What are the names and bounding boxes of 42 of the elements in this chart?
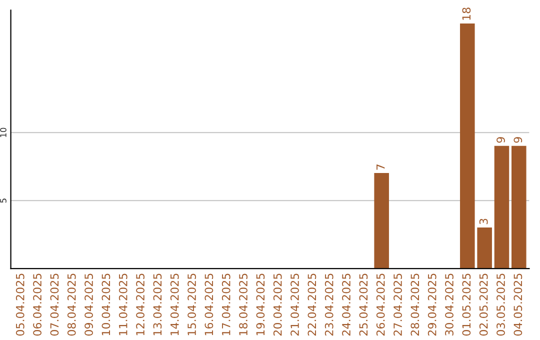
y-tick-label: 5 <box>0 198 6 203</box>
x-tick-label: 11.04.2025 <box>118 274 128 336</box>
bar <box>477 227 492 269</box>
x-tick-label: 19.04.2025 <box>256 274 265 336</box>
x-tick-label: 26.04.2025 <box>376 274 385 336</box>
x-tick-label: 20.04.2025 <box>273 274 282 336</box>
x-tick-label: 25.04.2025 <box>359 274 368 336</box>
x-tick-label: 27.04.2025 <box>394 274 402 336</box>
x-tick-label: 28.04.2025 <box>410 274 420 336</box>
x-tick-label: 24.04.2025 <box>342 274 350 336</box>
x-tick-label: 14.04.2025 <box>170 274 179 336</box>
x-tick-label: 30.04.2025 <box>445 274 454 336</box>
data-label: 3 <box>479 218 488 224</box>
y-tick-label: 10 <box>0 128 6 137</box>
x-tick-label: 21.04.2025 <box>290 274 299 336</box>
x-tick-label: 10.04.2025 <box>102 274 110 336</box>
x-tick-label: 02.05.2025 <box>479 274 488 336</box>
bar <box>460 23 475 269</box>
x-tick-label: 01.05.2025 <box>462 274 471 336</box>
x-tick-label: 05.04.2025 <box>16 274 24 336</box>
x-tick-label: 04.05.2025 <box>514 274 522 336</box>
x-tick-label: 13.04.2025 <box>153 274 162 336</box>
x-tick-label: 03.05.2025 <box>496 274 505 336</box>
data-label: 9 <box>514 137 522 143</box>
x-tick-label: 16.04.2025 <box>204 274 214 336</box>
x-tick-label: 09.04.2025 <box>84 274 93 336</box>
x-tick-label: 07.04.2025 <box>50 274 59 336</box>
bar <box>512 146 526 269</box>
x-tick-label: 23.04.2025 <box>324 274 334 336</box>
data-label: 9 <box>496 137 505 143</box>
x-tick-label: 29.04.2025 <box>428 274 436 336</box>
x-tick-label: 18.04.2025 <box>239 274 248 336</box>
x-tick-label: 08.04.2025 <box>67 274 76 336</box>
x-tick-label: 15.04.2025 <box>188 274 196 336</box>
x-tick-label: 12.04.2025 <box>136 274 144 336</box>
data-label: 18 <box>462 8 471 20</box>
x-tick-label: 06.04.2025 <box>33 274 42 336</box>
x-tick-label: 22.04.2025 <box>308 274 316 336</box>
data-label: 7 <box>376 164 385 170</box>
bar <box>494 146 510 269</box>
x-tick-label: 17.04.2025 <box>222 274 230 336</box>
bar <box>374 173 389 269</box>
